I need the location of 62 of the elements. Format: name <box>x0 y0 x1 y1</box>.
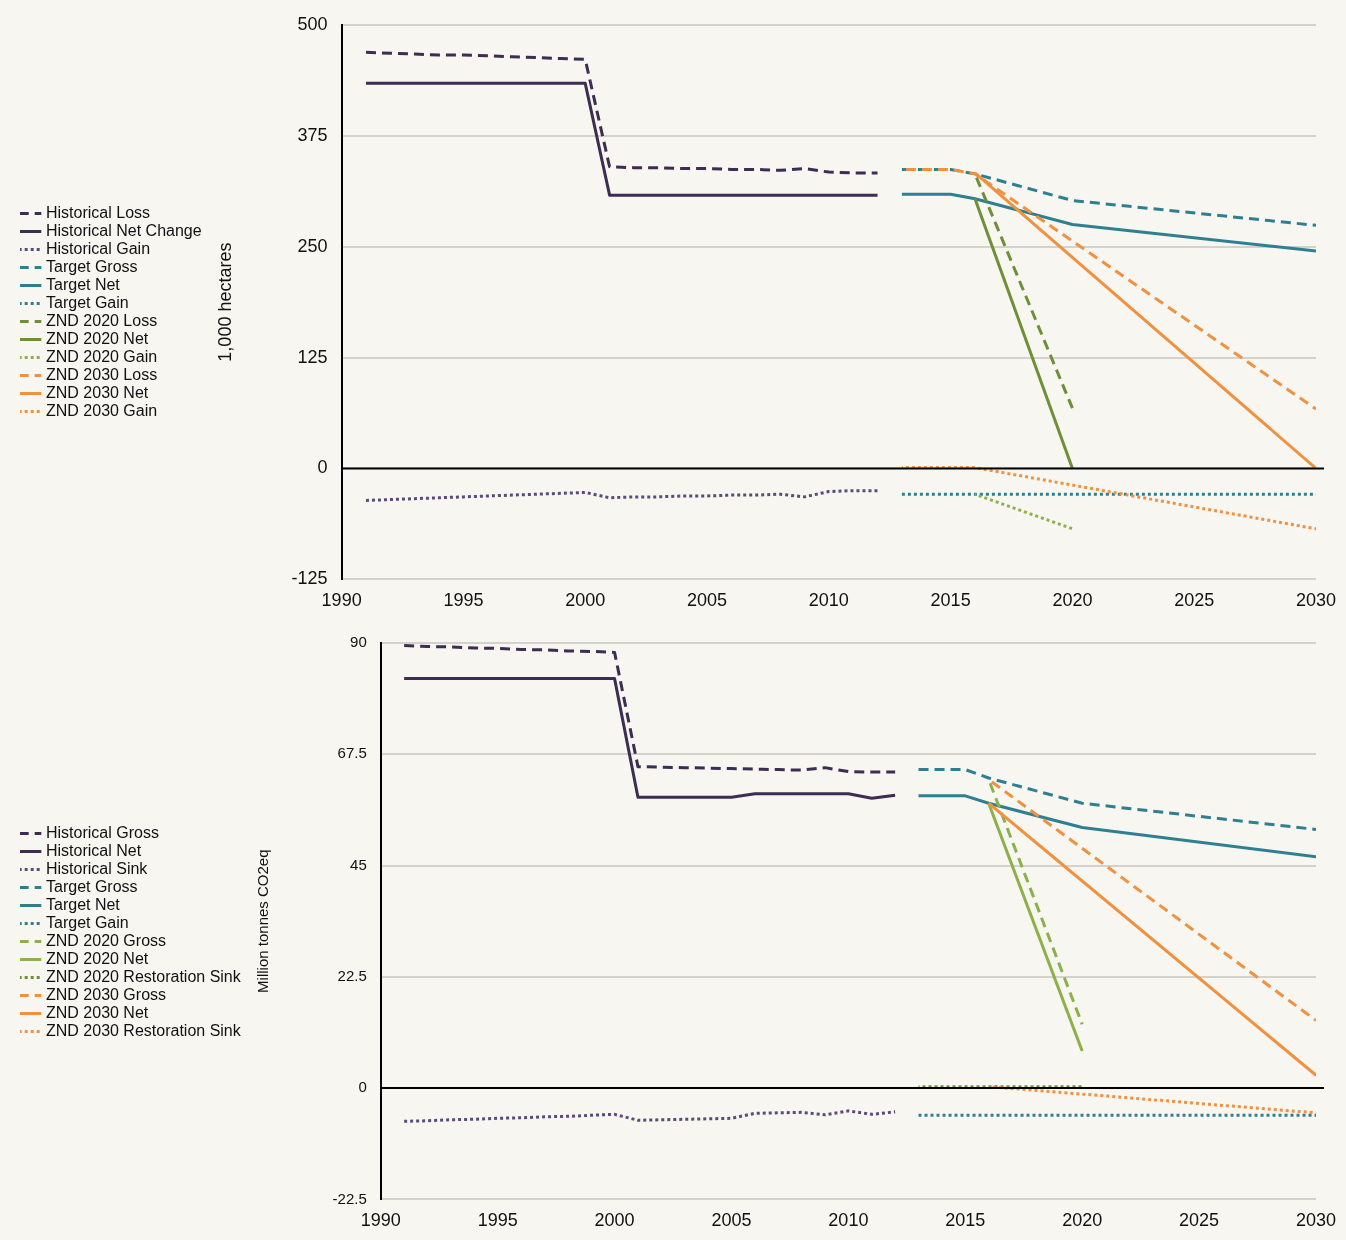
legend-label: ZND 2030 Net <box>46 1003 149 1021</box>
x-tick-label: 2005 <box>711 1210 752 1231</box>
y-axis-title: Million tonnes CO2eq <box>253 849 271 993</box>
x-tick-label: 2025 <box>1174 590 1215 611</box>
x-tick-label: 2020 <box>1062 1210 1103 1231</box>
y-tick-label: 45 <box>350 855 367 873</box>
legend-label: ZND 2030 Net <box>46 383 149 401</box>
legend-label: Historical Net <box>46 841 142 859</box>
x-tick-label: 2030 <box>1295 1210 1337 1231</box>
y-axis-title: 1,000 hectares <box>215 242 236 362</box>
legend-label: Target Net <box>46 275 121 293</box>
y-tick-label: 125 <box>297 346 328 367</box>
x-tick-label: 1995 <box>477 1210 518 1231</box>
line-series <box>364 489 880 502</box>
legend-label: Historical Gain <box>46 239 151 257</box>
y-tick-label: -22.5 <box>332 1189 367 1207</box>
legend-label: Historical Sink <box>46 859 149 877</box>
x-tick-label: 2005 <box>686 590 728 611</box>
x-tick-label: 2020 <box>1052 590 1093 611</box>
line-series <box>900 167 1316 227</box>
y-tick-label: 500 <box>297 13 328 34</box>
legend-label: ZND 2020 Restoration Sink <box>46 967 242 985</box>
x-tick-label: 2000 <box>565 590 606 611</box>
legend-label: Target Net <box>46 895 121 913</box>
legend-label: ZND 2030 Gross <box>46 985 167 1003</box>
x-tick-label: 2010 <box>808 590 849 611</box>
x-tick-label: 2015 <box>930 590 971 611</box>
y-tick-label: 22.5 <box>337 966 367 984</box>
x-tick-label: 2000 <box>594 1210 635 1231</box>
y-tick-label: 0 <box>317 457 328 478</box>
legend-label: ZND 2020 Gain <box>46 347 158 365</box>
legend-label: Target Gain <box>46 913 129 931</box>
legend-label: Target Gross <box>46 257 138 275</box>
x-tick-label: 2025 <box>1179 1210 1220 1231</box>
legend-label: ZND 2020 Loss <box>46 311 158 329</box>
line-series <box>917 768 1316 831</box>
y-tick-label: 90 <box>350 633 367 651</box>
x-tick-label: 2010 <box>828 1210 869 1231</box>
x-tick-label: 1995 <box>443 590 484 611</box>
line-series <box>402 1109 897 1123</box>
legend-label: ZND 2020 Gross <box>46 931 167 949</box>
y-tick-label: 375 <box>297 124 328 145</box>
legend-label: ZND 2030 Restoration Sink <box>46 1021 242 1039</box>
x-tick-label: 2030 <box>1295 590 1337 611</box>
legend-label: ZND 2020 Net <box>46 949 149 967</box>
x-tick-label: 1990 <box>321 590 362 611</box>
legend-label: Target Gross <box>46 877 138 895</box>
line-series <box>364 50 880 175</box>
x-tick-label: 1990 <box>360 1210 401 1231</box>
legend-label: Historical Gross <box>46 823 159 841</box>
legend-label: Historical Net Change <box>46 221 202 239</box>
y-tick-label: 250 <box>297 235 328 256</box>
y-tick-label: 67.5 <box>337 744 367 762</box>
legend-label: ZND 2030 Loss <box>46 365 158 383</box>
y-tick-label: 0 <box>358 1078 367 1096</box>
line-series <box>402 643 897 774</box>
legend-label: ZND 2030 Gain <box>46 401 158 419</box>
legend-label: Historical Loss <box>46 203 151 221</box>
legend-label: ZND 2020 Net <box>46 329 149 347</box>
legend-label: Target Gain <box>46 293 129 311</box>
x-tick-label: 2015 <box>945 1210 986 1231</box>
y-tick-label: -125 <box>291 568 328 589</box>
